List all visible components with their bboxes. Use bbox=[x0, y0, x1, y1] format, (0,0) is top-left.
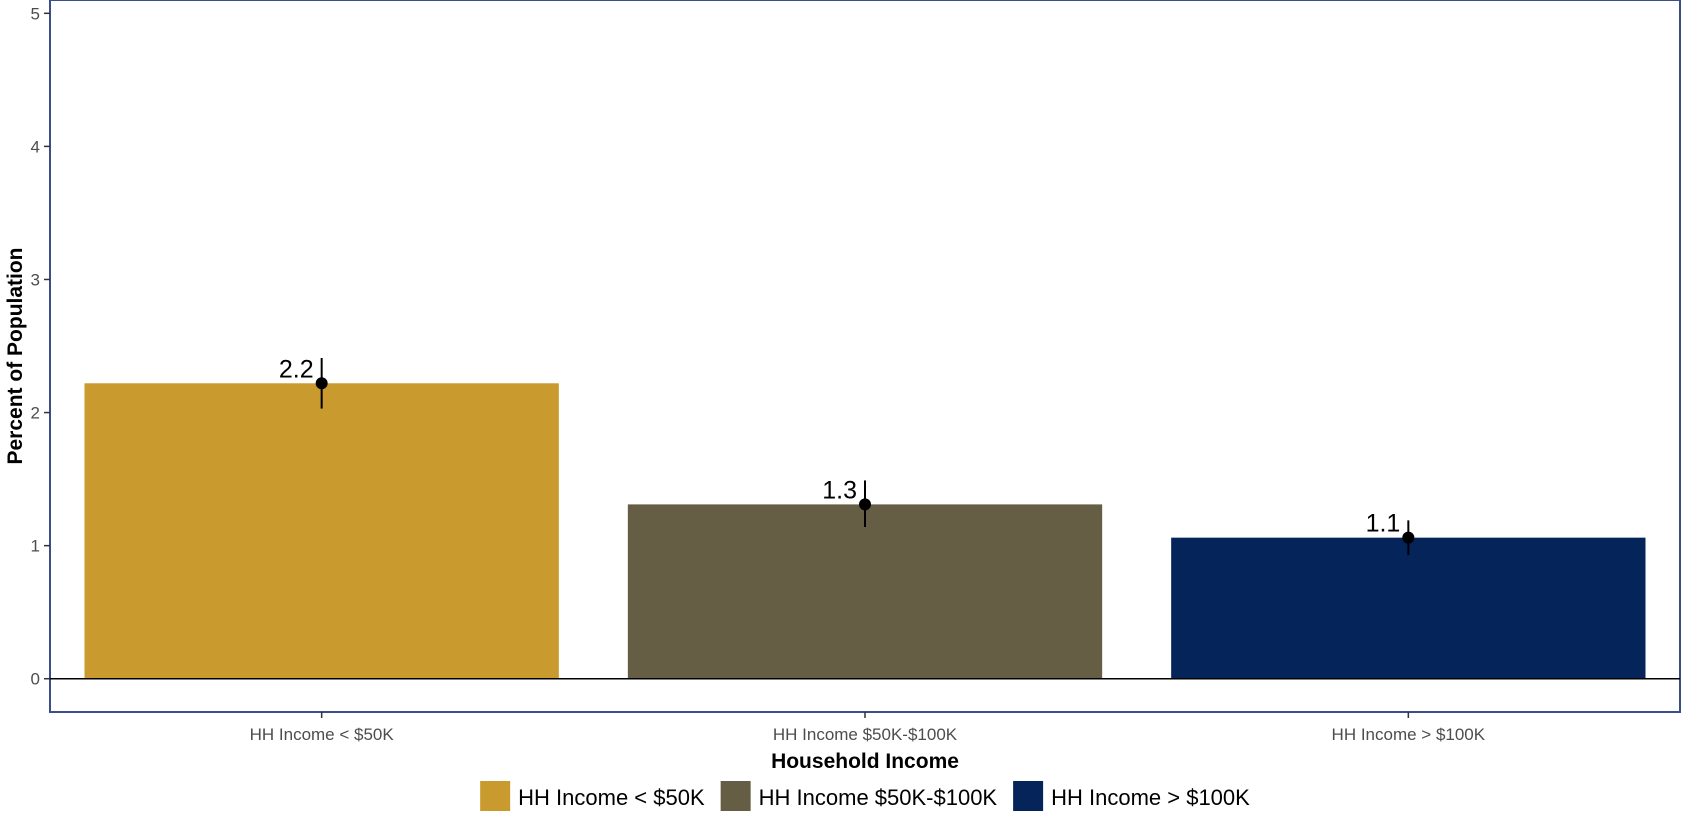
x-axis-title: Household Income bbox=[771, 750, 959, 773]
data-label: 1.1 bbox=[1366, 510, 1401, 538]
y-tick-label: 5 bbox=[31, 4, 40, 23]
bar bbox=[84, 383, 559, 679]
y-axis-ticks: 0 1 2 3 4 5 bbox=[31, 4, 50, 689]
legend-label: HH Income > $100K bbox=[1051, 785, 1250, 810]
data-label: 1.3 bbox=[822, 476, 857, 504]
x-tick-label: HH Income > $100K bbox=[1332, 725, 1486, 744]
legend: HH Income < $50K HH Income $50K-$100K HH I… bbox=[480, 781, 1250, 811]
legend-label: HH Income < $50K bbox=[518, 785, 705, 810]
x-tick-label: HH Income $50K-$100K bbox=[773, 725, 958, 744]
x-tick-label: HH Income < $50K bbox=[250, 725, 395, 744]
y-tick-label: 0 bbox=[31, 670, 40, 689]
y-axis-title: Percent of Population bbox=[4, 247, 27, 464]
data-point bbox=[1402, 531, 1415, 544]
y-tick-label: 2 bbox=[31, 404, 40, 423]
y-tick-label: 4 bbox=[31, 137, 40, 156]
x-axis-ticks: HH Income < $50K HH Income $50K-$100K HH I… bbox=[250, 712, 1486, 744]
error-bars-layer: 2.2 1.3 1.1 bbox=[279, 355, 1415, 555]
legend-label: HH Income $50K-$100K bbox=[759, 785, 998, 810]
y-tick-label: 3 bbox=[31, 270, 40, 289]
data-point bbox=[315, 377, 328, 390]
data-label: 2.2 bbox=[279, 355, 314, 383]
legend-swatch bbox=[480, 781, 511, 811]
legend-swatch bbox=[720, 781, 751, 811]
y-tick-label: 1 bbox=[31, 537, 40, 556]
legend-swatch bbox=[1013, 781, 1044, 811]
data-point bbox=[859, 498, 871, 511]
bar bbox=[1171, 537, 1646, 679]
bars-layer bbox=[84, 383, 1646, 679]
bar bbox=[627, 504, 1103, 679]
